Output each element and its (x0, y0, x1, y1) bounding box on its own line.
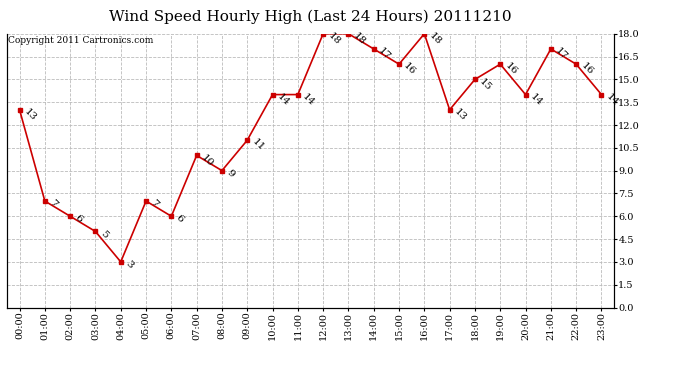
Text: 14: 14 (301, 92, 316, 108)
Text: Copyright 2011 Cartronics.com: Copyright 2011 Cartronics.com (8, 36, 153, 45)
Text: 3: 3 (124, 259, 135, 270)
Text: 9: 9 (225, 168, 236, 179)
Text: 13: 13 (453, 107, 468, 123)
Text: 14: 14 (529, 92, 544, 108)
Text: 18: 18 (326, 31, 342, 47)
Text: 14: 14 (604, 92, 620, 108)
Text: 6: 6 (73, 213, 84, 225)
Text: 17: 17 (377, 46, 392, 62)
Text: 10: 10 (199, 153, 215, 168)
Text: 14: 14 (275, 92, 291, 108)
Text: 16: 16 (402, 62, 417, 77)
Text: 7: 7 (48, 198, 59, 209)
Text: 13: 13 (22, 107, 38, 123)
Text: 16: 16 (579, 62, 595, 77)
Text: 18: 18 (427, 31, 443, 47)
Text: 16: 16 (503, 62, 519, 77)
Text: 7: 7 (149, 198, 160, 209)
Text: 5: 5 (98, 229, 109, 240)
Text: 18: 18 (351, 31, 367, 47)
Text: 17: 17 (553, 46, 569, 62)
Text: 6: 6 (174, 213, 185, 225)
Text: 15: 15 (477, 76, 493, 92)
Text: Wind Speed Hourly High (Last 24 Hours) 20111210: Wind Speed Hourly High (Last 24 Hours) 2… (109, 9, 512, 24)
Text: 11: 11 (250, 137, 266, 153)
